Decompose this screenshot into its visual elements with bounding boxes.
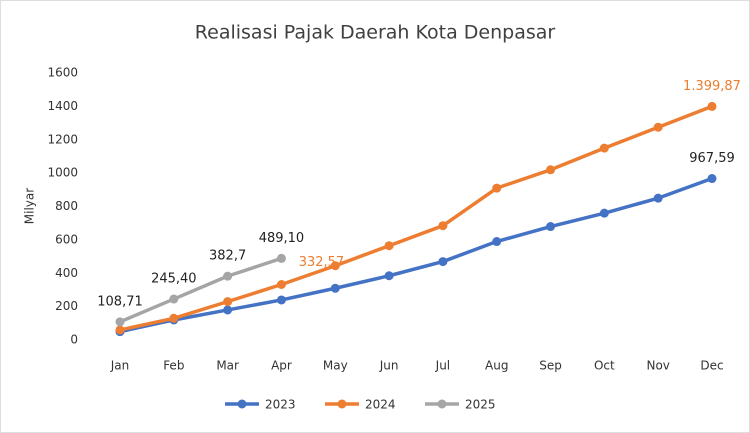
data-point <box>653 193 663 203</box>
series-line <box>119 256 283 324</box>
x-tick-label: Aug <box>485 359 508 373</box>
data-point <box>330 261 340 271</box>
data-point <box>276 253 286 263</box>
data-point <box>276 295 286 305</box>
legend-label: 2023 <box>265 398 296 412</box>
y-tick-label: 200 <box>55 299 78 313</box>
y-tick-label: 1400 <box>47 99 78 113</box>
legend-label: 2025 <box>465 398 496 412</box>
data-point <box>492 183 502 193</box>
x-tick-label: Jun <box>379 359 399 373</box>
chart-title: Realisasi Pajak Daerah Kota Denpasar <box>195 22 556 44</box>
x-tick-label: Jul <box>435 359 450 373</box>
legend-swatch <box>437 399 447 409</box>
series-line <box>119 176 713 334</box>
data-point <box>492 237 502 247</box>
data-point <box>330 283 340 293</box>
data-point <box>707 174 717 184</box>
data-label: 382,7 <box>209 249 246 264</box>
data-point <box>384 241 394 251</box>
data-label: 967,59 <box>689 151 735 166</box>
data-point <box>223 271 233 281</box>
data-point <box>546 222 556 232</box>
data-point <box>599 208 609 218</box>
legend-swatch <box>337 399 347 409</box>
data-point <box>115 325 125 335</box>
data-point <box>599 143 609 153</box>
y-tick-label: 800 <box>55 199 78 213</box>
x-tick-label: Apr <box>271 359 292 373</box>
legend-swatch <box>237 399 247 409</box>
x-tick-label: Mar <box>216 359 239 373</box>
y-axis-label: Milyar <box>23 188 37 224</box>
y-tick-label: 1000 <box>47 166 78 180</box>
data-point <box>707 101 717 111</box>
data-label: 1.399,87 <box>683 79 741 94</box>
series-line <box>119 104 713 332</box>
data-point <box>276 280 286 290</box>
y-tick-label: 1600 <box>47 66 78 80</box>
x-tick-label: Nov <box>646 359 669 373</box>
y-tick-label: 1200 <box>47 132 78 146</box>
x-tick-label: Dec <box>700 359 723 373</box>
legend-label: 2024 <box>365 398 396 412</box>
x-tick-label: Oct <box>594 359 615 373</box>
data-label: 108,71 <box>97 294 143 309</box>
data-label: 245,40 <box>151 272 197 287</box>
data-point <box>438 221 448 231</box>
data-point <box>115 317 125 327</box>
x-tick-label: May <box>323 359 348 373</box>
data-point <box>438 257 448 267</box>
data-point <box>653 122 663 132</box>
data-point <box>223 297 233 307</box>
y-tick-label: 0 <box>70 333 78 347</box>
x-tick-label: Jan <box>110 359 130 373</box>
data-point <box>223 305 233 315</box>
data-label: 489,10 <box>259 231 305 246</box>
x-tick-label: Sep <box>539 359 562 373</box>
data-point <box>546 165 556 175</box>
y-tick-label: 600 <box>55 232 78 246</box>
data-point <box>384 271 394 281</box>
x-tick-label: Feb <box>163 359 184 373</box>
data-point <box>169 294 179 304</box>
y-tick-label: 400 <box>55 266 78 280</box>
data-point <box>169 313 179 323</box>
